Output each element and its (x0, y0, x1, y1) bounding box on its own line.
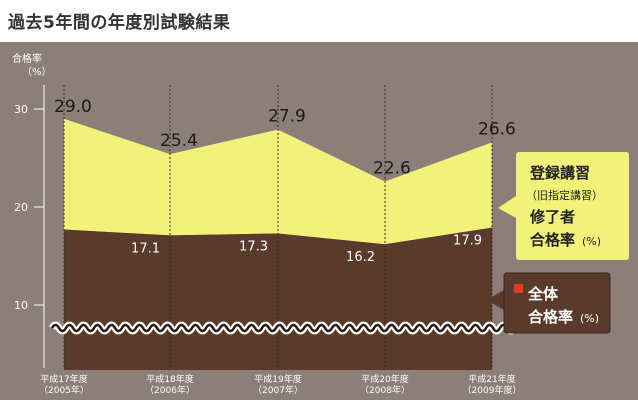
x-tick-label-year: （2008年） (360, 384, 410, 396)
y-tick-label: 30 (14, 103, 28, 116)
x-tick-label: 平成19年度 (254, 373, 301, 385)
data-label-upper: 27.9 (268, 107, 306, 127)
legend-upper-line1: 登録講習 (529, 164, 590, 182)
x-tick-label-year: （2005年） (39, 384, 89, 396)
x-tick-label-year: （2009年度） (463, 384, 522, 396)
data-label-lower: 16.2 (346, 250, 375, 265)
chart-title: 過去5年間の年度別試験結果 (8, 13, 231, 33)
x-tick-label-year: （2007年） (253, 384, 303, 396)
data-label-lower: 17.9 (453, 234, 482, 249)
data-label-lower: 17.1 (131, 241, 160, 256)
data-label-upper: 29.0 (54, 97, 92, 117)
data-label-upper: 22.6 (373, 159, 411, 179)
x-tick-label: 平成17年度 (40, 373, 87, 385)
legend-marker-red (514, 284, 523, 293)
x-tick-label-year: （2006年） (145, 384, 195, 396)
x-tick-label: 平成18年度 (146, 373, 193, 385)
y-tick-label: 20 (14, 201, 28, 214)
x-tick-label: 平成20年度 (361, 373, 408, 385)
legend-lower-unit: (%) (580, 312, 599, 325)
legend-lower-line1: 全体 (527, 285, 559, 303)
y-axis-unit: （%） (22, 66, 52, 78)
axis-break-wave-outline (50, 323, 516, 333)
legend-upper-line4: 合格率 (529, 231, 575, 249)
data-label-upper: 25.4 (160, 131, 198, 151)
legend-box-upper (516, 152, 629, 260)
legend-lower-line2: 合格率 (527, 308, 573, 326)
legend-box-lower (503, 272, 611, 334)
y-tick-label: 10 (14, 299, 28, 312)
data-label-upper: 26.6 (478, 119, 516, 139)
data-label-lower: 17.3 (239, 239, 268, 254)
y-axis-title: 合格率 (12, 52, 42, 65)
x-tick-label: 平成21年度 (468, 373, 515, 385)
legend-upper-unit: (%) (582, 235, 601, 248)
legend-pointer-lower (486, 290, 504, 310)
legend-pointer-upper (498, 196, 516, 218)
legend-upper-line2: （旧指定講習） (526, 188, 603, 202)
legend-upper-line3: 修了者 (529, 208, 575, 226)
